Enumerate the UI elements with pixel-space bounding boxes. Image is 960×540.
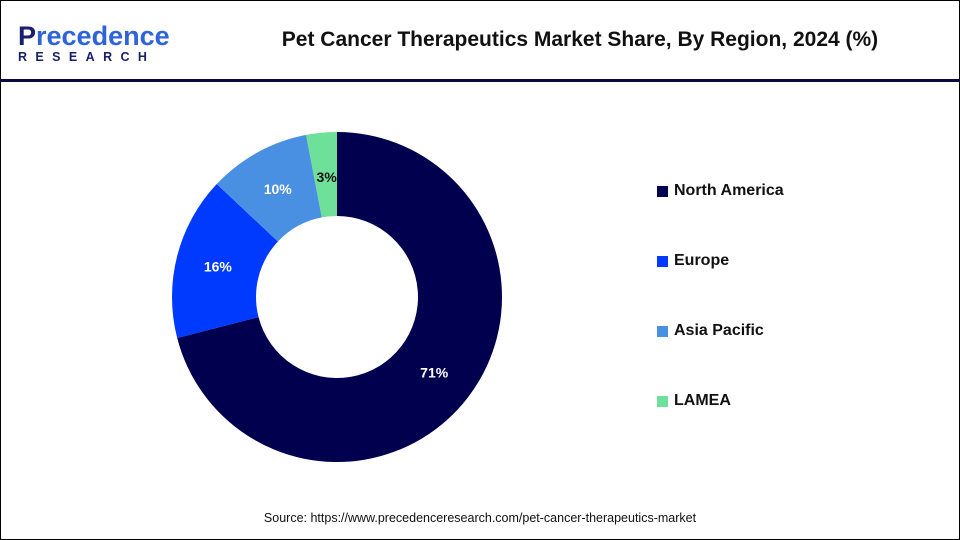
legend-item: Europe — [657, 250, 729, 272]
legend-label: North America — [674, 182, 784, 199]
data-label: 10% — [264, 181, 293, 197]
source-note: Source: https://www.precedenceresearch.c… — [263, 511, 697, 525]
legend-item: Asia Pacific — [657, 320, 764, 342]
header-divider — [0, 79, 960, 82]
legend-item: LAMEA — [657, 390, 731, 412]
data-label: 16% — [204, 258, 233, 274]
legend-swatch — [657, 255, 668, 267]
slice-asia-pacific — [216, 134, 322, 242]
slice-lamea — [306, 132, 337, 218]
slice-north-america — [177, 132, 502, 462]
legend-label: Europe — [674, 252, 730, 269]
legend-swatch — [657, 395, 668, 407]
chart-title: Pet Cancer Therapeutics Market Share, By… — [281, 28, 879, 51]
precedence-research-logo: Precedence RESEARCH — [18, 22, 170, 64]
legend-swatch — [657, 325, 668, 337]
data-label: 71% — [420, 364, 449, 380]
legend-label: Asia Pacific — [674, 322, 764, 339]
logo-sub-text: RESEARCH — [18, 50, 156, 64]
legend-item: North America — [657, 180, 784, 202]
logo-main-text: Precedence — [18, 21, 170, 51]
slice-europe — [172, 184, 278, 339]
legend-label: LAMEA — [674, 392, 731, 409]
legend-swatch — [657, 185, 668, 197]
data-label: 3% — [317, 169, 338, 185]
